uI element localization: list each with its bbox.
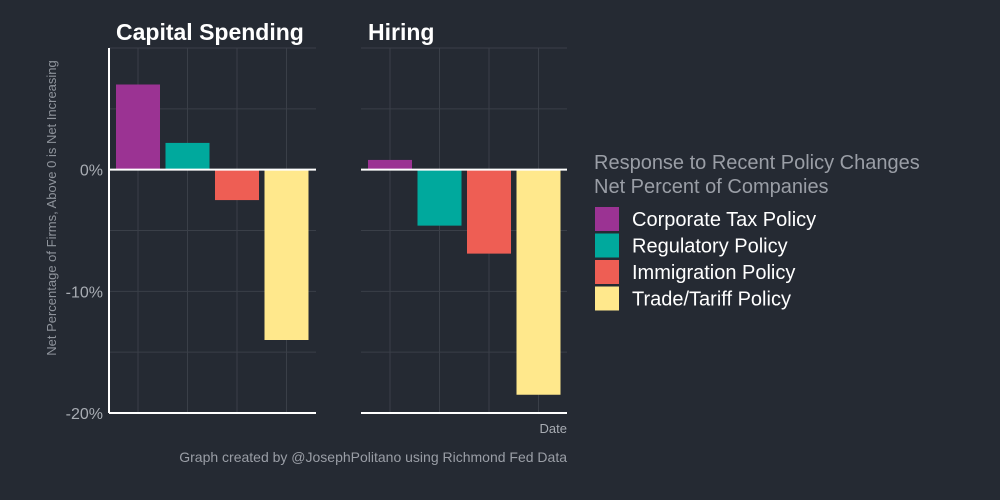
bar-regulatory-policy: [165, 142, 210, 170]
bar-trade-tariff-policy: [264, 169, 309, 340]
panel-title: Capital Spending: [116, 19, 304, 45]
caption: Graph created by @JosephPolitano using R…: [179, 449, 567, 465]
y-tick-label: -10%: [66, 284, 103, 301]
bar-corporate-tax-policy: [368, 159, 412, 170]
y-tick-label: -20%: [66, 406, 103, 423]
panel-capital-spending: Capital Spending: [109, 19, 316, 414]
legend-title-line2: Net Percent of Companies: [594, 176, 829, 198]
bar-regulatory-policy: [417, 169, 462, 226]
y-tick-label: 0%: [80, 163, 103, 180]
legend-swatch: [595, 207, 619, 231]
legend-item: Trade/Tariff Policy: [595, 286, 791, 311]
panel-title: Hiring: [368, 19, 434, 45]
legend-label: Corporate Tax Policy: [632, 209, 816, 231]
y-axis-title: Net Percentage of Firms, Above 0 is Net …: [44, 60, 59, 356]
chart-panels: Capital Spending Hiring -20% -10% 0%: [66, 19, 567, 423]
bar-immigration-policy: [215, 169, 259, 201]
bar-immigration-policy: [467, 169, 511, 254]
panel-hiring: Hiring: [361, 19, 567, 414]
legend-swatch: [595, 233, 619, 258]
bar-corporate-tax-policy: [116, 84, 160, 170]
legend-label: Immigration Policy: [632, 262, 795, 284]
legend-label: Regulatory Policy: [632, 236, 788, 258]
legend-item: Corporate Tax Policy: [595, 207, 816, 231]
legend-swatch: [595, 260, 619, 284]
legend-label: Trade/Tariff Policy: [632, 289, 791, 311]
x-axis-title: Date: [540, 421, 567, 436]
legend-swatch: [595, 286, 619, 311]
legend-entries: Corporate Tax Policy Regulatory Policy Imm…: [595, 207, 816, 311]
legend-item: Regulatory Policy: [595, 233, 788, 258]
legend: Response to Recent Policy Changes Net Pe…: [594, 152, 920, 311]
bar-trade-tariff-policy: [516, 169, 561, 395]
legend-item: Immigration Policy: [595, 260, 795, 284]
legend-title-line1: Response to Recent Policy Changes: [594, 152, 920, 174]
